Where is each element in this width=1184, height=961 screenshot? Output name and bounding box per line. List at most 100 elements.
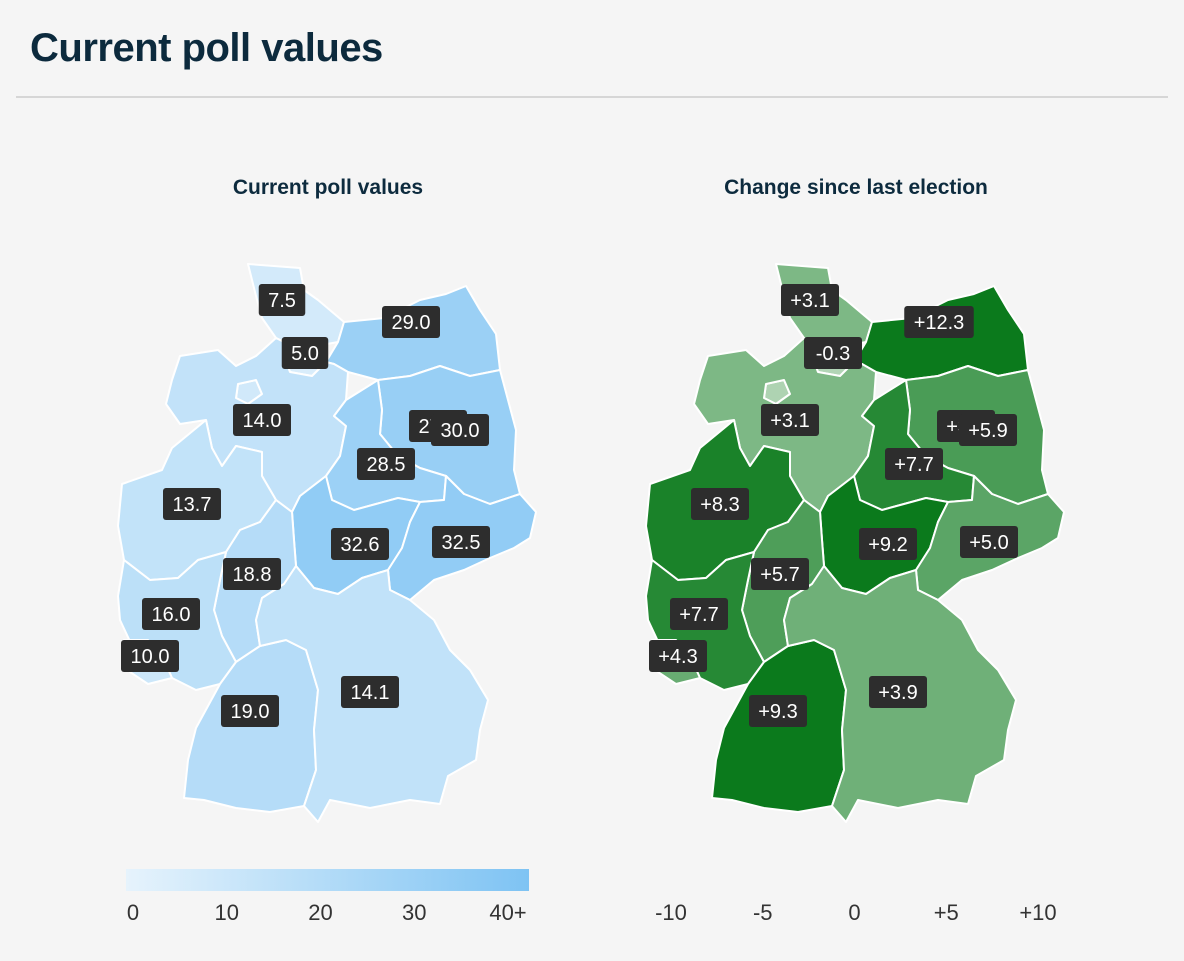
value-label-hh: -0.3 xyxy=(804,337,862,369)
value-label-text: 32.5 xyxy=(442,532,481,554)
map-title-change: Change since last election xyxy=(724,176,988,199)
value-label-bb: 30.0 xyxy=(431,414,489,446)
poll-legend-bar xyxy=(126,869,529,891)
value-label-mv: 29.0 xyxy=(382,306,440,338)
value-label-box xyxy=(691,488,749,520)
value-label-text: 28.5 xyxy=(367,454,406,476)
value-label-mv: +12.3 xyxy=(904,306,974,338)
value-label-st: 28.5 xyxy=(357,448,415,480)
value-label-box xyxy=(804,337,862,369)
value-label-ni: +3.1 xyxy=(761,404,819,436)
value-label-sh: 7.5 xyxy=(258,284,306,316)
title-divider xyxy=(16,96,1168,98)
value-label-sh: +3.1 xyxy=(781,284,839,316)
value-label-box xyxy=(649,640,707,672)
value-label-text: 14.1 xyxy=(351,682,390,704)
value-label-by: +3.9 xyxy=(869,676,927,708)
value-label-th: +9.2 xyxy=(859,528,917,560)
value-label-text: +9.2 xyxy=(868,534,907,556)
value-label-th: 32.6 xyxy=(331,528,389,560)
value-label-box xyxy=(885,448,943,480)
legend-tick-label: 0 xyxy=(848,900,861,925)
value-label-text: +3.1 xyxy=(770,410,809,432)
value-label-sn: 32.5 xyxy=(432,526,490,558)
value-label-text: +3.1 xyxy=(790,290,829,312)
value-label-box xyxy=(432,526,490,558)
value-label-text: 29.0 xyxy=(392,312,431,334)
value-label-text: 32.6 xyxy=(341,534,380,556)
value-label-sl: 10.0 xyxy=(121,640,179,672)
value-label-rp: 16.0 xyxy=(142,598,200,630)
value-label-box xyxy=(859,528,917,560)
value-label-text: 16.0 xyxy=(152,604,191,626)
value-label-he: +5.7 xyxy=(751,558,809,590)
value-label-text: 13.7 xyxy=(173,494,212,516)
value-label-box xyxy=(221,695,279,727)
legend-tick-label: 0 xyxy=(126,900,140,925)
value-label-sn: +5.0 xyxy=(960,526,1018,558)
value-label-text: 7.5 xyxy=(268,290,296,312)
value-label-box xyxy=(904,306,974,338)
value-label-ni: 14.0 xyxy=(233,404,291,436)
current-poll-map: 7.55.029.014.027.330.028.513.732.632.518… xyxy=(117,263,537,823)
value-label-box xyxy=(281,337,329,369)
value-label-he: 18.8 xyxy=(223,558,281,590)
value-label-box xyxy=(431,414,489,446)
value-label-bw: +9.3 xyxy=(749,695,807,727)
value-label-text: +5.9 xyxy=(968,420,1007,442)
value-label-box xyxy=(357,448,415,480)
legend-tick-label: -10 xyxy=(655,900,687,925)
value-label-text: +12.3 xyxy=(914,312,965,334)
value-label-rp: +7.7 xyxy=(670,598,728,630)
value-label-st: +7.7 xyxy=(885,448,943,480)
value-label-text: 19.0 xyxy=(231,701,270,723)
value-label-box xyxy=(959,414,1017,446)
value-label-text: +3.9 xyxy=(878,682,917,704)
value-label-box xyxy=(751,558,809,590)
value-label-box xyxy=(341,676,399,708)
value-label-box xyxy=(142,598,200,630)
value-label-text: 30.0 xyxy=(441,420,480,442)
value-label-box xyxy=(670,598,728,630)
legend-tick-label: 40+ xyxy=(489,900,527,925)
value-label-text: +4.3 xyxy=(658,646,697,668)
legend-tick-label: +10 xyxy=(1019,900,1057,925)
value-label-text: +9.3 xyxy=(758,701,797,723)
legend-tick-label: +5 xyxy=(933,900,959,925)
value-label-text: 5.0 xyxy=(291,343,319,365)
value-label-box xyxy=(223,558,281,590)
value-label-by: 14.1 xyxy=(341,676,399,708)
value-label-box xyxy=(761,404,819,436)
value-label-sl: +4.3 xyxy=(649,640,707,672)
value-label-text: 10.0 xyxy=(131,646,170,668)
value-label-text: +7.7 xyxy=(894,454,933,476)
value-label-text: 14.0 xyxy=(243,410,282,432)
value-label-box xyxy=(331,528,389,560)
value-label-bw: 19.0 xyxy=(221,695,279,727)
value-label-box xyxy=(781,284,839,316)
value-label-hh: 5.0 xyxy=(281,337,329,369)
legend-tick-label: 20 xyxy=(308,900,333,925)
value-label-box xyxy=(258,284,306,316)
value-label-box xyxy=(382,306,440,338)
value-label-box xyxy=(869,676,927,708)
legend-tick-label: 30 xyxy=(402,900,427,925)
value-label-box xyxy=(960,526,1018,558)
value-label-text: 18.8 xyxy=(233,564,272,586)
value-label-nw: 13.7 xyxy=(163,488,221,520)
value-label-box xyxy=(233,404,291,436)
value-label-text: +7.7 xyxy=(679,604,718,626)
map-title-current-poll: Current poll values xyxy=(232,176,424,199)
legend-tick-label: -5 xyxy=(752,900,773,925)
value-label-box xyxy=(121,640,179,672)
value-label-box xyxy=(163,488,221,520)
value-label-nw: +8.3 xyxy=(691,488,749,520)
value-label-bb: +5.9 xyxy=(959,414,1017,446)
legend-tick-label: 10 xyxy=(214,900,239,925)
value-label-box xyxy=(749,695,807,727)
value-label-text: -0.3 xyxy=(816,343,850,365)
value-label-text: +5.0 xyxy=(969,532,1008,554)
value-label-text: +8.3 xyxy=(700,494,739,516)
value-label-text: +5.7 xyxy=(760,564,799,586)
